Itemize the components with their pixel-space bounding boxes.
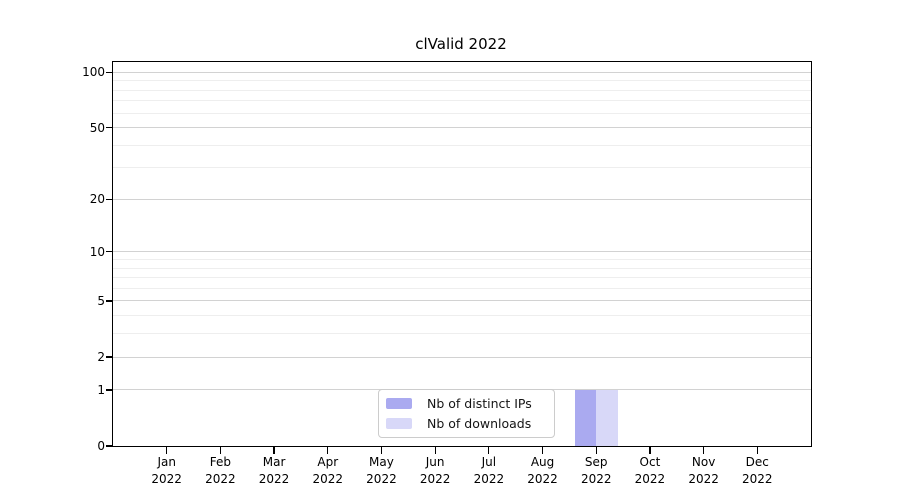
y-tick-mark [106,198,113,201]
y-tick-label: 10 [89,244,105,259]
gridline-major [113,251,811,253]
gridline-minor [113,89,811,91]
gridline-major [113,127,811,129]
x-tick-label: Dec 2022 [742,455,773,486]
x-tick-label: May 2022 [366,455,397,486]
x-tick-mark [595,447,597,454]
x-tick-mark [702,447,705,454]
gridline-minor [113,333,811,335]
x-tick-mark [166,447,168,454]
x-tick-label: Jun 2022 [419,455,451,486]
y-tick-mark [106,300,113,302]
y-tick-label: 2 [97,350,105,364]
y-tick-mark [106,126,113,129]
x-tick-label: Mar 2022 [258,455,290,486]
gridline-minor [113,287,811,289]
x-tick-mark [541,447,544,454]
y-tick-label: 100 [82,65,105,80]
legend-item: Nb of downloads [386,416,544,431]
x-tick-mark [219,447,222,454]
y-tick-label: 1 [97,382,105,397]
chart-title: clValid 2022 [415,35,507,53]
gridline-minor [113,144,811,146]
y-tick-label: 20 [89,192,105,207]
x-tick-label: Nov 2022 [688,455,719,486]
y-tick-label: 5 [97,293,105,308]
gridline-minor [113,167,811,169]
gridline-minor [113,258,811,260]
legend-label: Nb of downloads [427,416,532,431]
x-tick-label: Oct 2022 [634,455,666,486]
bar-downloads [596,389,618,446]
gridline-minor [113,267,811,269]
y-tick-mark [106,445,113,447]
bar-distinct-ips [574,389,597,446]
x-tick-mark [434,447,436,454]
gridline-minor [113,112,811,114]
gridline-minor [113,315,811,317]
x-tick-mark [327,447,329,454]
plot-area: 0 1 2 5 10 20 50 100 Jan 2022 Feb 2022 Mar 2022 Apr 202… [82,61,812,486]
x-tick-mark [756,447,758,454]
gridline-major [113,198,811,200]
y-tick-mark [106,251,113,253]
legend-swatch [386,398,412,409]
gridline-minor [113,80,811,82]
gridline-minor [113,277,811,279]
gridline-major [113,71,811,73]
x-tick-label: Feb 2022 [205,455,236,486]
x-tick-label: Apr 2022 [312,455,344,486]
x-tick-label: Jan 2022 [151,455,182,486]
y-tick-mark [106,71,113,73]
y-tick-mark [106,356,113,358]
gridline-major [113,300,811,302]
legend: Nb of distinct IPs Nb of downloads [378,389,555,438]
gridline-major [113,356,811,358]
x-tick-mark [488,447,490,454]
gridline-minor [113,100,811,102]
x-tick-label: Aug 2022 [527,455,558,486]
legend-swatch [386,418,412,429]
x-tick-mark [649,447,651,454]
legend-item: Nb of distinct IPs [386,396,544,411]
x-tick-label: Sep 2022 [580,455,612,486]
y-tick-mark [106,389,113,391]
x-tick-label: Jul 2022 [473,455,505,486]
y-tick-label: 0 [97,439,105,453]
legend-label: Nb of distinct IPs [427,396,532,411]
x-tick-mark [273,447,275,454]
x-tick-mark [380,447,383,454]
y-tick-label: 50 [89,120,105,135]
